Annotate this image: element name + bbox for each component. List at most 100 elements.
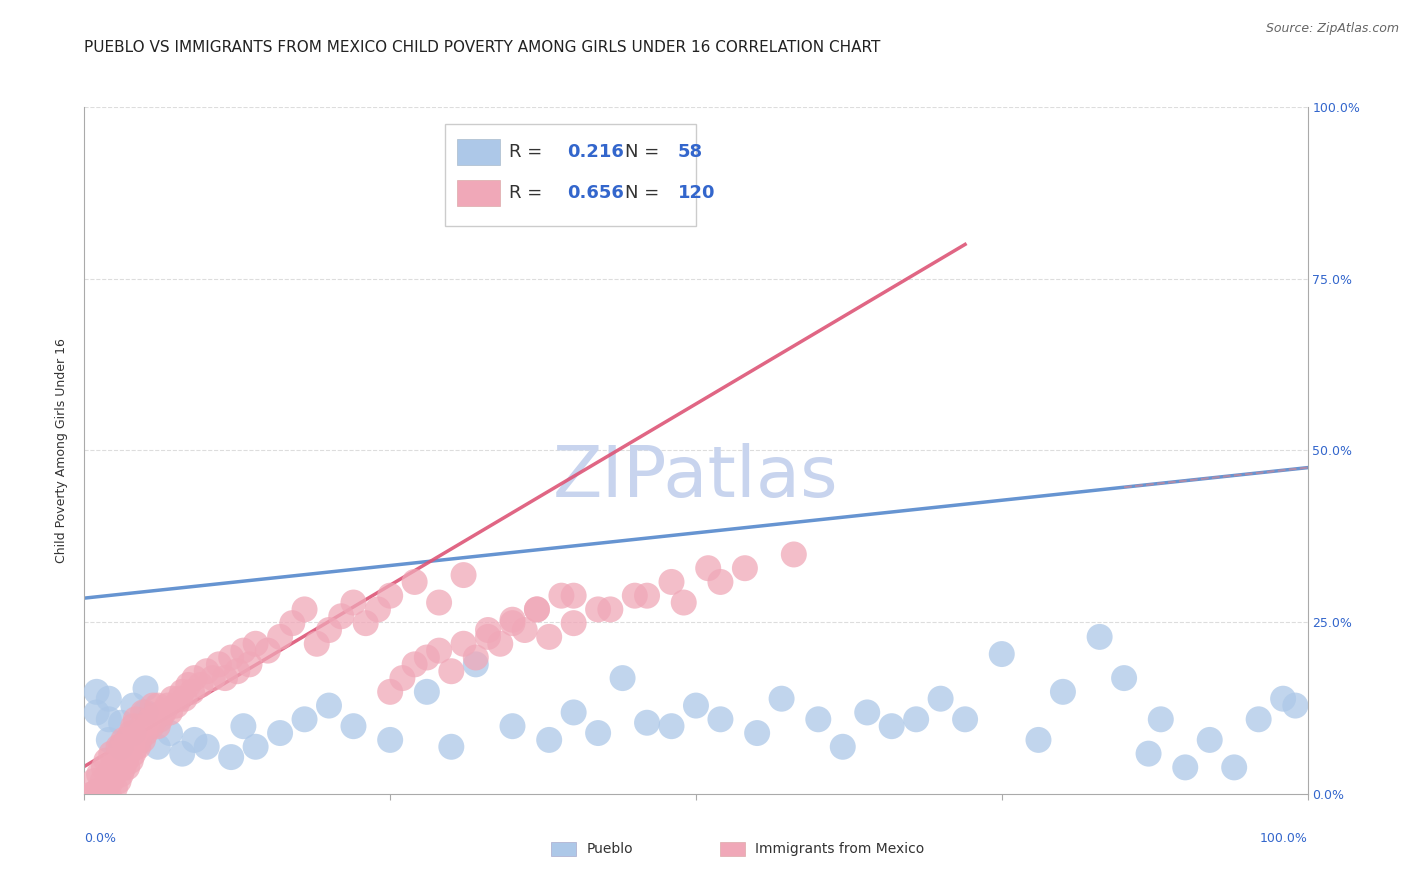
Point [305,388,328,402]
Point [709,265,731,279]
Point [153,525,176,540]
Point [1198,581,1220,595]
Point [122,553,145,567]
Point [115,581,138,595]
Point [661,265,683,279]
Point [1150,540,1173,554]
Point [96,622,118,636]
Point [86,525,108,540]
Point [97,540,120,554]
Point [1284,512,1306,526]
Text: Pueblo: Pueblo [586,842,633,856]
Point [219,416,242,430]
Point [807,540,830,554]
Point [190,471,212,485]
Point [1247,540,1270,554]
Point [120,622,142,636]
Point [91,663,114,677]
Point [139,540,162,554]
Point [159,525,181,540]
Point [219,615,242,630]
Point [880,553,903,567]
Point [97,690,120,705]
Point [502,340,524,354]
Point [143,540,166,554]
Point [146,594,169,608]
Text: 100.0%: 100.0% [1260,831,1308,845]
Point [226,443,249,458]
Point [159,567,181,582]
Point [122,608,145,623]
Point [132,525,155,540]
Point [86,683,108,698]
Point [86,731,108,746]
Point [112,636,135,650]
Text: N =: N = [626,184,665,202]
Point [427,402,450,417]
Point [526,319,548,334]
Point [104,677,127,691]
Point [672,306,695,320]
Point [245,594,267,608]
Point [1114,457,1136,471]
Point [464,416,486,430]
Point [152,525,174,540]
Point [929,499,952,513]
Text: 0.216: 0.216 [568,143,624,161]
Point [115,636,138,650]
Point [127,594,149,608]
Point [391,457,413,471]
FancyBboxPatch shape [457,138,501,165]
Point [129,567,152,582]
Point [550,293,572,307]
Point [427,306,450,320]
Text: 0.0%: 0.0% [84,831,117,845]
Point [342,306,364,320]
Point [146,553,169,567]
Text: R =: R = [509,184,548,202]
Point [330,334,353,348]
Point [181,484,204,499]
Point [107,594,129,608]
Point [464,430,486,444]
Point [856,525,879,540]
Y-axis label: Child Poverty Among Girls Under 16: Child Poverty Among Girls Under 16 [55,338,69,563]
Point [709,540,731,554]
Point [103,649,125,664]
Point [586,567,609,582]
Point [100,663,122,677]
Point [115,622,138,636]
Point [195,594,218,608]
Point [79,690,101,705]
Point [79,746,101,760]
Point [122,567,145,582]
Point [416,484,439,499]
Point [107,663,129,677]
Point [173,499,195,513]
Point [562,347,585,361]
Point [1137,608,1160,623]
Point [87,718,110,732]
Point [269,375,291,389]
Point [380,581,402,595]
Point [440,443,463,458]
Point [562,525,585,540]
Point [156,512,179,526]
Point [86,484,108,499]
Point [599,319,621,334]
Point [177,471,200,485]
Point [1028,581,1050,595]
Point [318,512,340,526]
Point [747,567,769,582]
Point [783,210,806,224]
Text: 58: 58 [678,143,703,161]
Text: 0.656: 0.656 [568,184,624,202]
Point [905,540,928,554]
FancyBboxPatch shape [446,124,696,226]
Point [132,581,155,595]
Point [586,319,609,334]
Point [318,361,340,376]
Point [1223,636,1246,650]
Point [513,361,536,376]
Point [1174,636,1197,650]
